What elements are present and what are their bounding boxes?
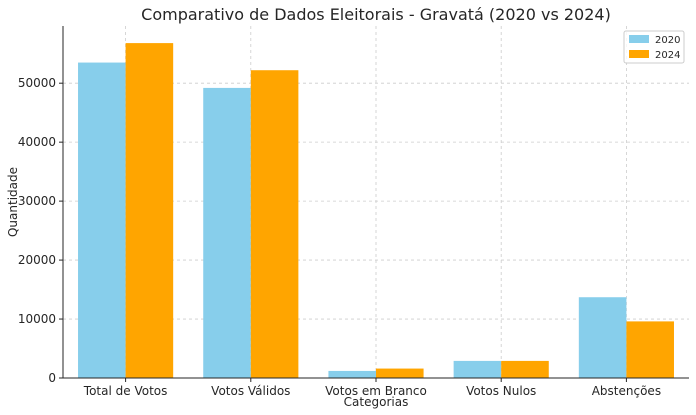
bar-2020-1 (78, 62, 126, 378)
y-tick-label: 40000 (18, 135, 56, 149)
bar-2020-5 (578, 297, 627, 378)
y-tick-label: 20000 (18, 253, 56, 267)
bar-2020-2 (203, 87, 251, 378)
x-tick-label: Votos em Branco (325, 384, 427, 398)
bar-2020-3 (328, 370, 376, 378)
legend: 2020 2024 (623, 30, 685, 64)
bar-2024-4 (501, 360, 549, 378)
legend-swatch-2024 (629, 50, 649, 58)
bar-2024-5 (626, 321, 674, 378)
x-tick-label: Total de Votos (83, 384, 168, 398)
legend-label: 2024 (655, 50, 680, 61)
y-tick-label: 0 (48, 371, 56, 385)
y-axis-title: Quantidade (6, 167, 20, 237)
x-axis-title: Categorias (344, 395, 409, 409)
bar-2024-2 (250, 70, 299, 379)
bars (78, 43, 674, 379)
y-tick-label: 50000 (18, 76, 56, 90)
y-tick-label: 30000 (18, 194, 56, 208)
legend-label: 2020 (655, 35, 680, 46)
x-ticks: Total de Votos Votos Válidos Votos em Bran… (83, 378, 661, 398)
legend-swatch-2020 (629, 35, 649, 43)
y-ticks: 0 10000 20000 30000 40000 50000 (18, 76, 63, 385)
x-tick-label: Abstenções (592, 384, 661, 398)
chart-title: Comparativo de Dados Eleitorais - Gravat… (141, 5, 611, 24)
x-tick-label: Votos Nulos (466, 384, 536, 398)
y-tick-label: 10000 (18, 312, 56, 326)
bar-2020-4 (453, 360, 502, 378)
x-tick-label: Votos Válidos (211, 384, 290, 398)
bar-2024-1 (125, 43, 174, 379)
bar-2024-3 (376, 368, 424, 378)
